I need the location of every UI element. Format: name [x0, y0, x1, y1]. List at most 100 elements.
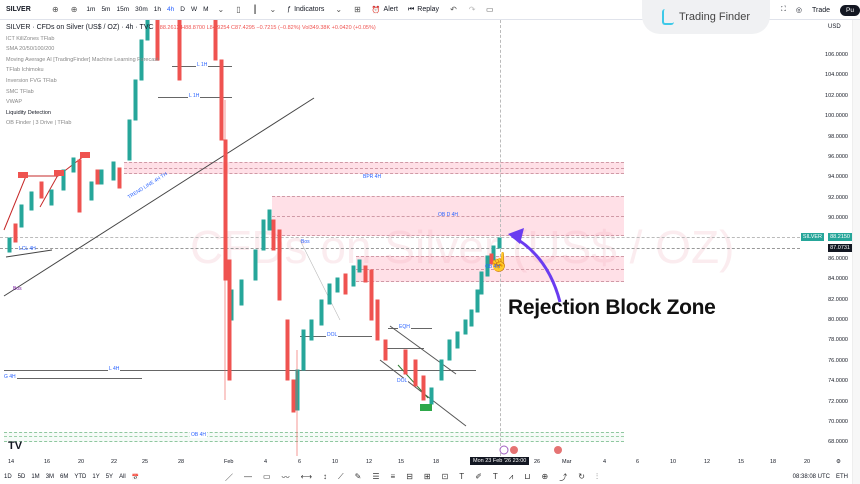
lcl-4h-label: LCL 4H: [19, 246, 36, 252]
publish-button[interactable]: Pu: [840, 4, 860, 16]
symbol-title[interactable]: SILVER · CFDs on Silver (US$ / OZ) · 4h …: [6, 24, 376, 31]
range-5y[interactable]: 5Y: [105, 473, 114, 480]
timeframe-15m[interactable]: 15m: [116, 6, 130, 13]
brand-name: Trading Finder: [678, 11, 751, 23]
price-tick: 80.0000: [828, 317, 848, 323]
indicator-ichimoku[interactable]: TFlab Ichimoku: [6, 67, 44, 74]
time-tick: 15: [398, 459, 405, 465]
text-tool-icon[interactable]: T: [492, 471, 498, 481]
chart-legend: SILVER · CFDs on Silver (US$ / OZ) · 4h …: [6, 23, 376, 129]
trendline-tool-icon[interactable]: ／: [225, 472, 233, 482]
table-tool-icon[interactable]: ⊡: [441, 471, 449, 481]
trade-button[interactable]: Trade: [812, 6, 831, 14]
price-tick: 86.0000: [828, 256, 848, 262]
timeframe-30m[interactable]: 30m: [135, 6, 148, 13]
replay-label: Replay: [417, 6, 440, 13]
time-axis[interactable]: 14 16 20 22 25 28 Feb 4 6 10 12 15 18 Mo…: [0, 456, 852, 468]
add-symbol-icon[interactable]: ⊕: [70, 5, 78, 14]
range-5d[interactable]: 5D: [17, 473, 26, 480]
scrollbar[interactable]: [852, 20, 860, 484]
axis-settings-icon[interactable]: ⚙: [836, 459, 841, 465]
indicator-vwap[interactable]: VWAP: [6, 99, 22, 106]
range-6m[interactable]: 6M: [60, 473, 69, 480]
path-tool-icon[interactable]: 〰: [281, 472, 290, 482]
indicators-button[interactable]: ƒ Indicators: [287, 6, 324, 13]
gann-tool-icon[interactable]: ⊟: [406, 471, 413, 481]
right-tools: ⛶ ◎ Trade Pu: [781, 0, 860, 20]
forecast-tool-icon[interactable]: ⫶: [595, 471, 598, 481]
time-tick: 20: [804, 459, 811, 465]
indicator-ma-ai[interactable]: Moving Average AI [TradingFinder] Machin…: [6, 56, 159, 63]
chart-pane[interactable]: CFDs on Silver (US$ / OZ): [0, 20, 800, 456]
camera-icon[interactable]: ◎: [795, 7, 803, 14]
timeframe-1h[interactable]: 1h: [153, 6, 162, 13]
timeframe-1m[interactable]: 1m: [86, 6, 96, 13]
line-tool-icon[interactable]: ⟋: [338, 471, 344, 481]
candle-style-icon[interactable]: ┃: [252, 5, 258, 14]
replay-button[interactable]: ⏮ Replay: [408, 6, 439, 14]
alert-button[interactable]: ⏰ Alert: [372, 6, 398, 14]
utc-clock[interactable]: 08:38:08 UTC: [792, 474, 830, 480]
grid-tool-icon[interactable]: ⊞: [423, 471, 431, 481]
time-tick: 12: [704, 459, 711, 465]
range-3m[interactable]: 3M: [45, 473, 55, 480]
chevron-down-icon[interactable]: ⌄: [217, 5, 225, 14]
g-4h-label: G 4H: [3, 374, 17, 380]
eqh-label: EQH: [398, 324, 411, 330]
arc-tool-icon[interactable]: ↻: [578, 471, 585, 481]
channel-tool-icon[interactable]: ☰: [372, 471, 380, 481]
price-tick: 78.0000: [828, 337, 848, 343]
fullscreen-icon[interactable]: ⛶: [781, 6, 786, 13]
price-tick: 106.0000: [825, 52, 848, 58]
layouts-icon[interactable]: ⊞: [354, 5, 361, 14]
indicator-liquidity[interactable]: Liquidity Detection: [6, 109, 51, 116]
price-axis[interactable]: USD 106.0000 104.0000 102.0000 100.0000 …: [800, 20, 852, 456]
timeframe-d[interactable]: D: [180, 6, 185, 13]
range-all[interactable]: All: [119, 473, 126, 480]
timeframe-5m[interactable]: 5m: [101, 6, 111, 13]
indicators-label: Indicators: [294, 6, 325, 13]
indicator-ob-finder[interactable]: OB Finder | 3 Drive | TFlab: [6, 120, 72, 127]
range-ytd[interactable]: YTD: [74, 473, 87, 480]
pen-tool-icon[interactable]: ✐: [475, 471, 482, 481]
tradingview-logo[interactable]: TV: [8, 440, 23, 452]
rectangle-tool-icon[interactable]: ▭: [263, 471, 271, 481]
crosshair-time-tag: Mon 23 Feb '26 23:00: [470, 457, 530, 465]
indicator-inversion-fvg[interactable]: Inversion FVG TFlab: [6, 77, 57, 84]
vline-tool-icon[interactable]: ↕: [323, 471, 328, 481]
bar-style-icon[interactable]: ▯: [236, 5, 241, 14]
zoom-tool-icon[interactable]: ⊕: [541, 471, 549, 481]
range-1m[interactable]: 1M: [31, 473, 40, 480]
text-tool-icon[interactable]: T: [459, 471, 465, 481]
currency-select[interactable]: USD: [828, 24, 841, 30]
save-icon[interactable]: ▭: [486, 5, 494, 14]
timeframe-w[interactable]: W: [190, 6, 198, 13]
bos-label-a: Bos: [301, 239, 310, 245]
undo-icon[interactable]: ↶: [450, 5, 457, 14]
redo-icon[interactable]: ↷: [468, 5, 476, 14]
fib-tool-icon[interactable]: ≡: [390, 471, 396, 481]
timeframe-m[interactable]: M: [203, 6, 209, 13]
compare-icon[interactable]: ⊕: [52, 5, 59, 14]
brush-tool-icon[interactable]: ✎: [354, 471, 362, 481]
symbol-search[interactable]: SILVER: [6, 6, 31, 13]
goto-date-icon[interactable]: 📅: [131, 474, 140, 481]
ray-tool-icon[interactable]: —: [244, 471, 252, 481]
session-toggle[interactable]: ETH: [836, 474, 848, 480]
chevron-down-icon[interactable]: ⌄: [269, 5, 277, 14]
range-1y[interactable]: 1Y: [92, 473, 100, 480]
pattern-tool-icon[interactable]: ⩘: [508, 471, 514, 481]
ob-4h-midline: [4, 436, 624, 437]
indicator-smc[interactable]: SMC TFlab: [6, 88, 34, 95]
date-ranges: 1D 5D 1M 3M 6M YTD 1Y 5Y All 📅: [4, 474, 139, 481]
timeframe-4h[interactable]: 4h: [167, 6, 175, 13]
indicator-killzones[interactable]: ICT KillZones TFlab: [6, 35, 55, 42]
range-1d[interactable]: 1D: [4, 473, 12, 480]
curve-tool-icon[interactable]: ⤴: [559, 472, 568, 482]
chevron-down-icon[interactable]: ⌄: [335, 5, 343, 14]
price-tick: 90.0000: [828, 215, 848, 221]
measure-tool-icon[interactable]: ⊔: [524, 471, 531, 481]
crosshair-price-tag: 87.0731: [828, 244, 852, 252]
indicator-sma[interactable]: SMA 20/50/100/200: [6, 46, 55, 53]
hline-tool-icon[interactable]: ⟷: [300, 471, 313, 481]
